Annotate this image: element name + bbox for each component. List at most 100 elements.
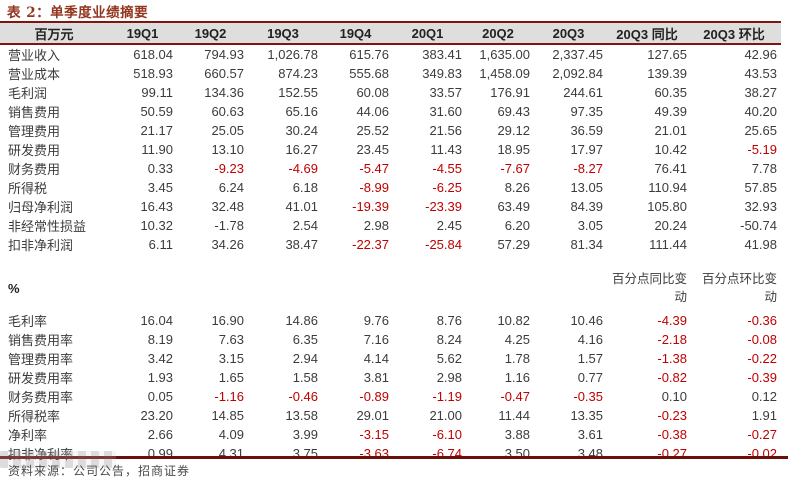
table-row: 营业收入 618.04 794.93 1,026.78 615.76 383.41 1,63…	[0, 44, 781, 64]
value-cell: 16.43	[140, 199, 173, 214]
value-cell: 6.24	[218, 180, 244, 195]
value-cell: 660.57	[204, 66, 244, 81]
value-cell: 13.05	[570, 180, 603, 195]
value-cell: 50.59	[140, 104, 173, 119]
value-cell: 42.96	[744, 47, 777, 62]
row-label: 所得税	[8, 182, 48, 197]
value-cell: -0.08	[747, 332, 777, 347]
row-label: 销售费用	[8, 106, 61, 121]
value-cell: 2.98	[436, 370, 462, 385]
value-cell: 2.98	[363, 218, 389, 233]
unit-header: 百万元	[0, 21, 112, 45]
bottom-rule	[0, 456, 788, 459]
value-cell: 127.65	[647, 47, 687, 62]
value-cell: 3.50	[504, 446, 530, 461]
value-cell: 2.54	[292, 218, 318, 233]
value-cell: 6.11	[148, 237, 173, 252]
value-cell: 14.85	[211, 408, 244, 423]
value-cell: 44.06	[356, 104, 389, 119]
value-cell: 4.14	[363, 351, 389, 366]
row-label: 扣非净利率	[0, 444, 112, 463]
value-cell: 20.24	[654, 218, 687, 233]
value-cell: 383.41	[422, 47, 462, 62]
value-cell: 25.05	[211, 123, 244, 138]
value-cell: 65.16	[285, 104, 318, 119]
value-cell: 63.49	[497, 199, 530, 214]
value-cell: 16.27	[285, 142, 318, 157]
value-cell: 9.76	[363, 313, 389, 328]
table-row: 财务费用 0.33 -9.23 -4.69 -5.47 -4.55 -7.67 -8.27 76…	[0, 159, 781, 178]
value-cell: -6.10	[432, 427, 462, 442]
value-cell: 13.35	[570, 408, 603, 423]
table-row: 扣非净利润 6.11 34.26 38.47 -22.37 -25.84 57.29 81.3…	[0, 235, 781, 254]
value-cell: 31.60	[429, 104, 462, 119]
value-cell: -6.25	[432, 180, 462, 195]
table-row: 非经常性损益 10.32 -1.78 2.54 2.98 2.45 6.20 3.05 20.2…	[0, 216, 781, 235]
table-row: 所得税 3.45 6.24 6.18 -8.99 -6.25 8.26 13.05 110.94…	[0, 178, 781, 197]
value-cell: 1,458.09	[479, 66, 530, 81]
value-cell: 6.18	[292, 180, 318, 195]
value-cell: 10.82	[497, 313, 530, 328]
value-cell: -0.39	[747, 370, 777, 385]
value-cell: 21.56	[429, 123, 462, 138]
value-cell: 25.65	[744, 123, 777, 138]
value-cell: 41.98	[744, 237, 777, 252]
value-cell: 2.66	[147, 427, 173, 442]
row-label: 营业成本	[8, 68, 61, 83]
column-header: 19Q2	[177, 21, 248, 45]
value-cell: 84.39	[570, 199, 603, 214]
value-cell: 7.63	[218, 332, 244, 347]
value-cell: 17.97	[570, 142, 603, 157]
row-label: 毛利润	[8, 87, 48, 102]
value-cell: 60.08	[356, 85, 389, 100]
value-cell: 618.04	[133, 47, 173, 62]
column-header: 19Q3	[248, 21, 322, 45]
value-cell: 110.94	[648, 180, 687, 195]
value-cell: 6.35	[292, 332, 318, 347]
value-cell: 13.10	[211, 142, 244, 157]
value-cell: 16.04	[140, 313, 173, 328]
value-cell: 244.61	[563, 85, 603, 100]
row-label: 所得税率	[8, 410, 61, 425]
value-cell: -25.84	[425, 237, 462, 252]
table-row: 所得税率 23.20 14.85 13.58 29.01 21.00 11.44 13.35 -…	[0, 406, 781, 425]
value-cell: 5.62	[436, 351, 462, 366]
value-cell: 23.45	[356, 142, 389, 157]
value-cell: -8.27	[573, 161, 603, 176]
value-cell: -0.27	[657, 446, 687, 461]
value-cell: 3.88	[504, 427, 530, 442]
value-cell: 34.26	[211, 237, 244, 252]
table-row: 扣非净利率 0.99 4.31 3.75 -3.63 -6.74 3.50 3.48 -0.27…	[0, 444, 781, 463]
value-cell: 8.76	[436, 313, 462, 328]
table-row: 管理费用率 3.42 3.15 2.94 4.14 5.62 1.78 1.57 -1.38 -0…	[0, 349, 781, 368]
table-title: 表 2：单季度业绩摘要	[7, 5, 149, 21]
value-cell: 43.53	[744, 66, 777, 81]
value-cell: 81.34	[570, 237, 603, 252]
empty-cell	[466, 265, 534, 311]
source-note: 资料来源：公司公告，招商证券	[8, 464, 191, 478]
value-cell: 10.42	[654, 142, 687, 157]
row-label: 财务费用率	[8, 391, 74, 406]
value-cell: 40.20	[744, 104, 777, 119]
quarterly-results-table: 百万元 19Q1 19Q2 19Q3 19Q4 20Q1 20Q2 20Q3 20Q3 同比 2…	[0, 21, 781, 463]
value-cell: 7.78	[751, 161, 777, 176]
value-cell: 3.05	[577, 218, 603, 233]
percent-section-header-row: % 百分点同比变动 百分点环比变动	[0, 265, 781, 311]
table-row: 研发费用率 1.93 1.65 1.58 3.81 2.98 1.16 0.77 -0.82 -0…	[0, 368, 781, 387]
value-cell: 139.39	[647, 66, 687, 81]
value-cell: 38.27	[744, 85, 777, 100]
value-cell: -6.74	[432, 446, 462, 461]
table-row: 净利率 2.66 4.09 3.99 -3.15 -6.10 3.88 3.61 -0.38 -0…	[0, 425, 781, 444]
column-header: 20Q1	[393, 21, 466, 45]
value-cell: 18.95	[497, 142, 530, 157]
table-row: 归母净利润 16.43 32.48 41.01 -19.39 -23.39 63.49 84.…	[0, 197, 781, 216]
value-cell: 21.01	[654, 123, 687, 138]
value-cell: -4.55	[432, 161, 462, 176]
value-cell: 69.43	[497, 104, 530, 119]
value-cell: 8.24	[436, 332, 462, 347]
value-cell: 32.93	[744, 199, 777, 214]
value-cell: 2,337.45	[552, 47, 603, 62]
value-cell: -9.23	[214, 161, 244, 176]
value-cell: 555.68	[349, 66, 389, 81]
value-cell: 57.29	[497, 237, 530, 252]
